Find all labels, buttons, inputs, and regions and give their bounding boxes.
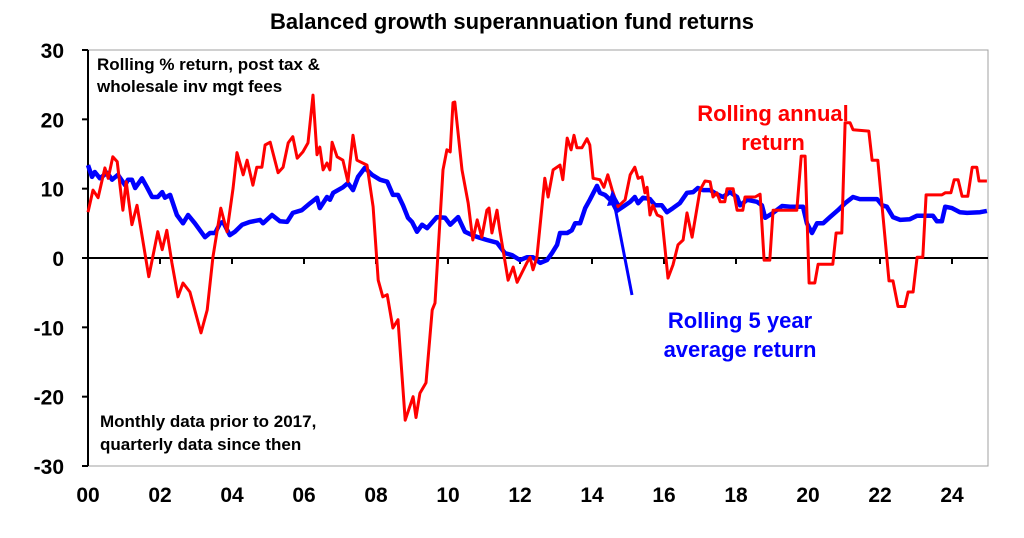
y-tick-label: 10 — [41, 179, 64, 202]
x-tick-label: 08 — [364, 484, 388, 507]
x-tick-label: 12 — [508, 484, 531, 507]
red-series-label-line-2: return — [741, 130, 805, 155]
y-axis-ticks: 30 20 10 0 -10 -20 -30 — [34, 40, 88, 479]
x-tick-label: 10 — [436, 484, 459, 507]
y-tick-label: 30 — [41, 40, 64, 63]
x-axis-ticks: 00 02 04 06 08 10 12 14 16 18 20 22 24 — [76, 258, 964, 507]
y-tick-label: -20 — [34, 387, 64, 410]
y-tick-label: -30 — [34, 456, 64, 479]
x-tick-label: 02 — [148, 484, 171, 507]
x-tick-label: 14 — [580, 484, 604, 507]
x-tick-label: 00 — [76, 484, 99, 507]
subtitle-line-2: wholesale inv mgt fees — [96, 77, 282, 96]
note-line-1: Monthly data prior to 2017, — [100, 412, 316, 431]
x-tick-label: 16 — [652, 484, 675, 507]
chart-title: Balanced growth superannuation fund retu… — [270, 9, 754, 34]
series-group — [85, 93, 988, 422]
arrow-icon — [607, 190, 634, 296]
y-tick-label: 0 — [52, 248, 64, 271]
x-tick-label: 04 — [220, 484, 244, 507]
blue-series-label-line-1: Rolling 5 year — [668, 308, 813, 333]
x-tick-label: 22 — [868, 484, 891, 507]
blue-series-label-line-2: average return — [664, 337, 817, 362]
x-tick-label: 20 — [796, 484, 819, 507]
x-tick-label: 06 — [292, 484, 315, 507]
subtitle-line-1: Rolling % return, post tax & — [97, 55, 320, 74]
x-tick-label: 24 — [940, 484, 964, 507]
y-tick-label: 20 — [41, 109, 64, 132]
red-series-label-line-1: Rolling annual — [697, 101, 849, 126]
series-line-rolling-annual — [86, 93, 987, 422]
y-tick-label: -10 — [34, 317, 64, 340]
x-tick-label: 18 — [724, 484, 748, 507]
note-line-2: quarterly data since then — [100, 435, 301, 454]
